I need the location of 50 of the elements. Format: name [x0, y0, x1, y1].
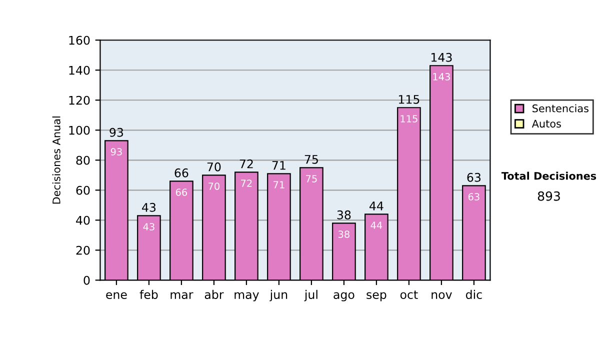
y-tick-label: 140	[69, 66, 90, 75]
data-label: 72	[241, 180, 252, 187]
x-tick-label: sep	[366, 292, 386, 302]
data-label: 63	[468, 193, 480, 200]
y-tick-label: 160	[69, 36, 90, 45]
total-label: 75	[304, 155, 318, 164]
y-tick-label: 20	[76, 246, 90, 255]
data-label: 115	[400, 115, 418, 122]
data-label: 70	[208, 182, 220, 190]
total-label: 72	[240, 159, 253, 168]
x-tick-label: abr	[204, 290, 224, 300]
data-label: 43	[143, 223, 154, 230]
x-tick-label: dic	[466, 290, 482, 300]
total-label: 71	[272, 161, 286, 170]
total-label: 143	[431, 52, 452, 62]
legend-label: Autos	[532, 120, 561, 128]
y-tick-label: 100	[69, 126, 90, 135]
text: 893	[538, 191, 560, 201]
y-tick-label: 60	[76, 186, 90, 195]
data-label: 66	[176, 188, 188, 196]
x-tick-label: nov	[432, 292, 452, 300]
x-tick-label: jul	[304, 290, 318, 302]
y-axis-title: Decisiones Anual	[52, 116, 60, 204]
total-label: 38	[337, 210, 351, 220]
total-label: 66	[174, 168, 188, 178]
text: Total Decisiones	[501, 172, 596, 180]
y-tick-label: 120	[69, 96, 90, 105]
x-tick-label: ago	[334, 292, 354, 302]
data-label: 38	[338, 230, 350, 238]
y-tick-label: 40	[76, 216, 90, 225]
data-label: 75	[306, 175, 317, 182]
x-tick-label: mar	[170, 292, 194, 300]
x-tick-label: jun	[270, 290, 288, 302]
data-label: 93	[110, 148, 122, 156]
total-label: 70	[207, 162, 221, 172]
x-tick-label: ene	[106, 292, 127, 300]
data-label: 44	[370, 222, 382, 229]
y-tick-label: 80	[76, 156, 90, 165]
total-label: 44	[370, 202, 384, 210]
data-label: 71	[274, 181, 284, 188]
y-tick-label: 0	[84, 276, 90, 285]
total-label: 93	[110, 128, 124, 137]
total-label: 115	[398, 95, 420, 104]
x-tick-label: may	[234, 292, 259, 302]
x-tick-label: oct	[400, 290, 418, 300]
legend-label: Sentencias	[532, 104, 588, 112]
total-label: 43	[142, 202, 156, 212]
total-label: 63	[467, 172, 481, 182]
x-tick-label: feb	[140, 290, 158, 300]
data-label: 143	[433, 73, 450, 80]
